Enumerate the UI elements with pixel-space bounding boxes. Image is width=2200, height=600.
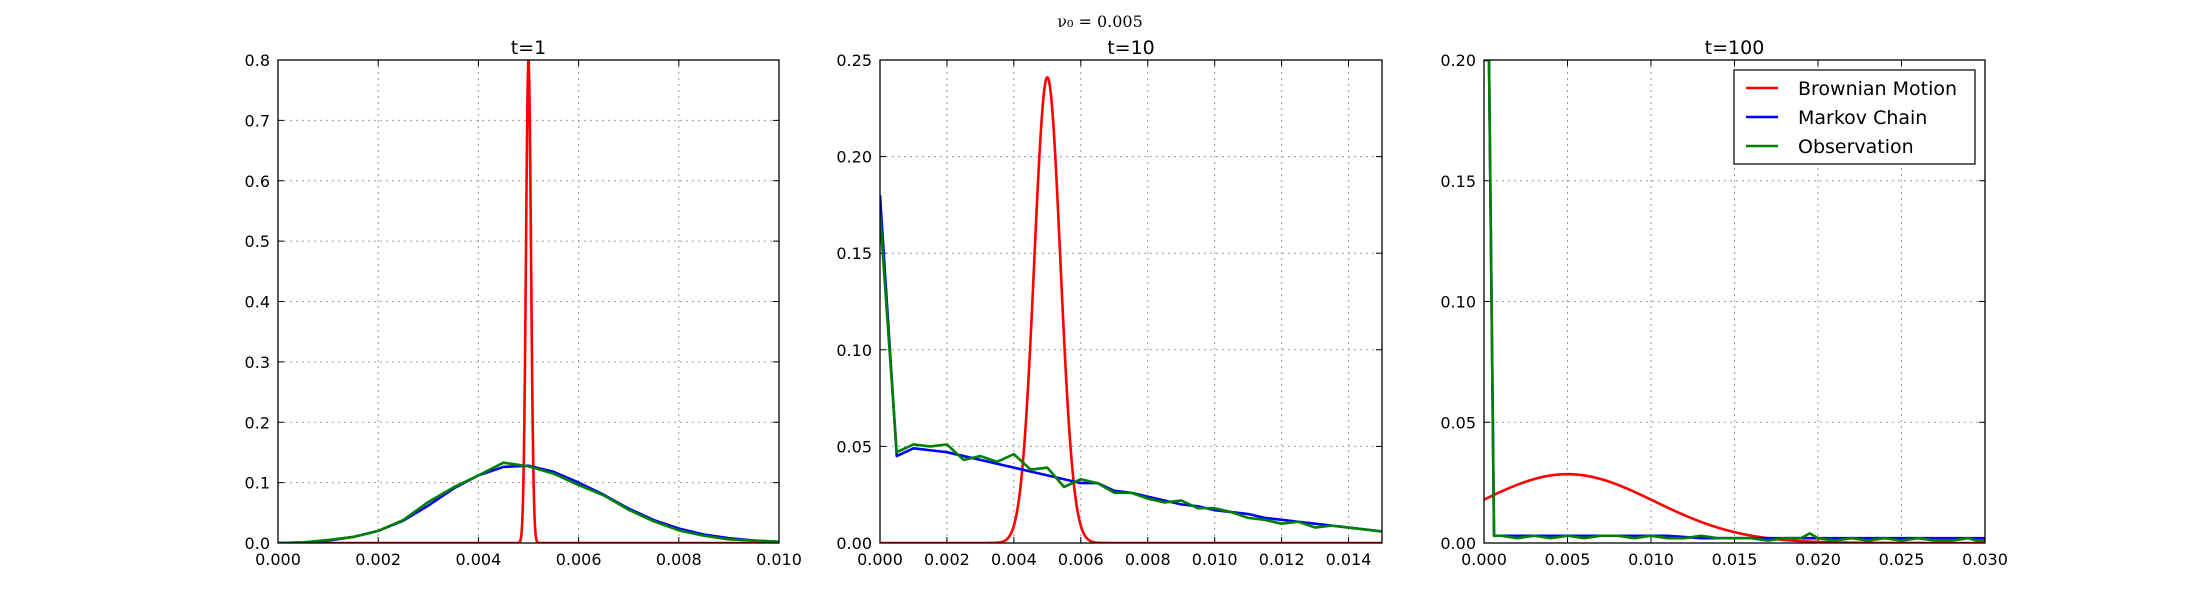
y-tick-label: 0.3 (245, 353, 270, 372)
series-line-observation (1484, 60, 1985, 542)
subplot-1: 0.000 0.002 0.004 0.006 0.008 0.010 0.0 0.1 0.2 0… (245, 37, 802, 569)
grid (1484, 60, 1985, 543)
grid (278, 60, 779, 543)
legend: Brownian Motion Markov Chain Observation (1733, 69, 1976, 165)
x-tick-label: 0.000 (857, 550, 903, 569)
legend-label: Brownian Motion (1798, 78, 1957, 100)
y-tick-label: 0.20 (836, 148, 872, 167)
x-tick-label: 0.008 (1125, 550, 1171, 569)
x-tick-label: 0.014 (1326, 550, 1372, 569)
x-tick-label: 0.010 (1628, 550, 1674, 569)
y-tick-label: 0.5 (245, 232, 270, 251)
x-tick-label: 0.010 (1192, 550, 1238, 569)
series-group (880, 76, 1382, 543)
axes-frame (879, 59, 1383, 544)
x-tick-label: 0.008 (656, 550, 702, 569)
y-tick-label: 0.1 (245, 474, 270, 493)
x-tick-label: 0.006 (556, 550, 602, 569)
y-tick-label: 0.10 (1440, 293, 1476, 312)
x-tick-label: 0.002 (355, 550, 401, 569)
x-tick-label: 0.010 (756, 550, 802, 569)
axes-frame (1483, 59, 1986, 544)
series-group (278, 60, 779, 543)
y-tick-label: 0.4 (245, 293, 270, 312)
series-line-observation (880, 214, 1382, 533)
x-tick-label: 0.005 (1545, 550, 1591, 569)
y-tick-label: 0.25 (836, 51, 872, 70)
y-tick-label: 0.2 (245, 413, 270, 432)
x-tick-label: 0.004 (991, 550, 1037, 569)
y-tick-label: 0.00 (1440, 534, 1476, 553)
x-tick-label: 0.015 (1712, 550, 1758, 569)
figure-suptitle: ν₀ = 0.005 (1057, 12, 1143, 31)
y-tick-label: 0.0 (245, 534, 270, 553)
series-line-observation (278, 461, 779, 543)
x-tick-label: 0.020 (1795, 550, 1841, 569)
legend-label: Observation (1798, 136, 1914, 158)
subplot-title: t=100 (1705, 37, 1765, 59)
x-tick-label: 0.025 (1879, 550, 1925, 569)
x-tick-label: 0.004 (455, 550, 501, 569)
x-tick-label: 0.006 (1058, 550, 1104, 569)
x-tick-label: 0.002 (924, 550, 970, 569)
subplot-panels: 0.000 0.002 0.004 0.006 0.008 0.0100.00.10.20… (245, 37, 2008, 569)
subplot-title: t=1 (511, 37, 546, 59)
y-tick-label: 0.05 (836, 437, 872, 456)
y-tick-label: 0.10 (836, 341, 872, 360)
y-tick-label: 0.8 (245, 51, 270, 70)
y-tick-label: 0.7 (245, 111, 270, 130)
y-tick-label: 0.15 (1440, 172, 1476, 191)
y-tick-label: 0.6 (245, 172, 270, 191)
y-tick-label: 0.20 (1440, 51, 1476, 70)
y-tick-label: 0.00 (836, 534, 872, 553)
axes-frame (277, 59, 780, 544)
x-tick-label: 0.030 (1962, 550, 2008, 569)
x-tick-label: 0.012 (1259, 550, 1305, 569)
x-tick-label: 0.000 (1461, 550, 1507, 569)
y-tick-label: 0.15 (836, 244, 872, 263)
y-tick-label: 0.05 (1440, 413, 1476, 432)
subplot-title: t=10 (1107, 37, 1155, 59)
x-tick-label: 0.000 (255, 550, 301, 569)
legend-label: Markov Chain (1798, 107, 1927, 129)
grid (880, 60, 1382, 543)
subplot-2: 0.000 0.002 0.004 0.006 0.008 0.010 0.012 0.014… (836, 37, 1383, 569)
subplot-3: 0.000 0.005 0.010 0.015 0.020 0.025 0.030 0.00 0… (1440, 37, 2008, 569)
